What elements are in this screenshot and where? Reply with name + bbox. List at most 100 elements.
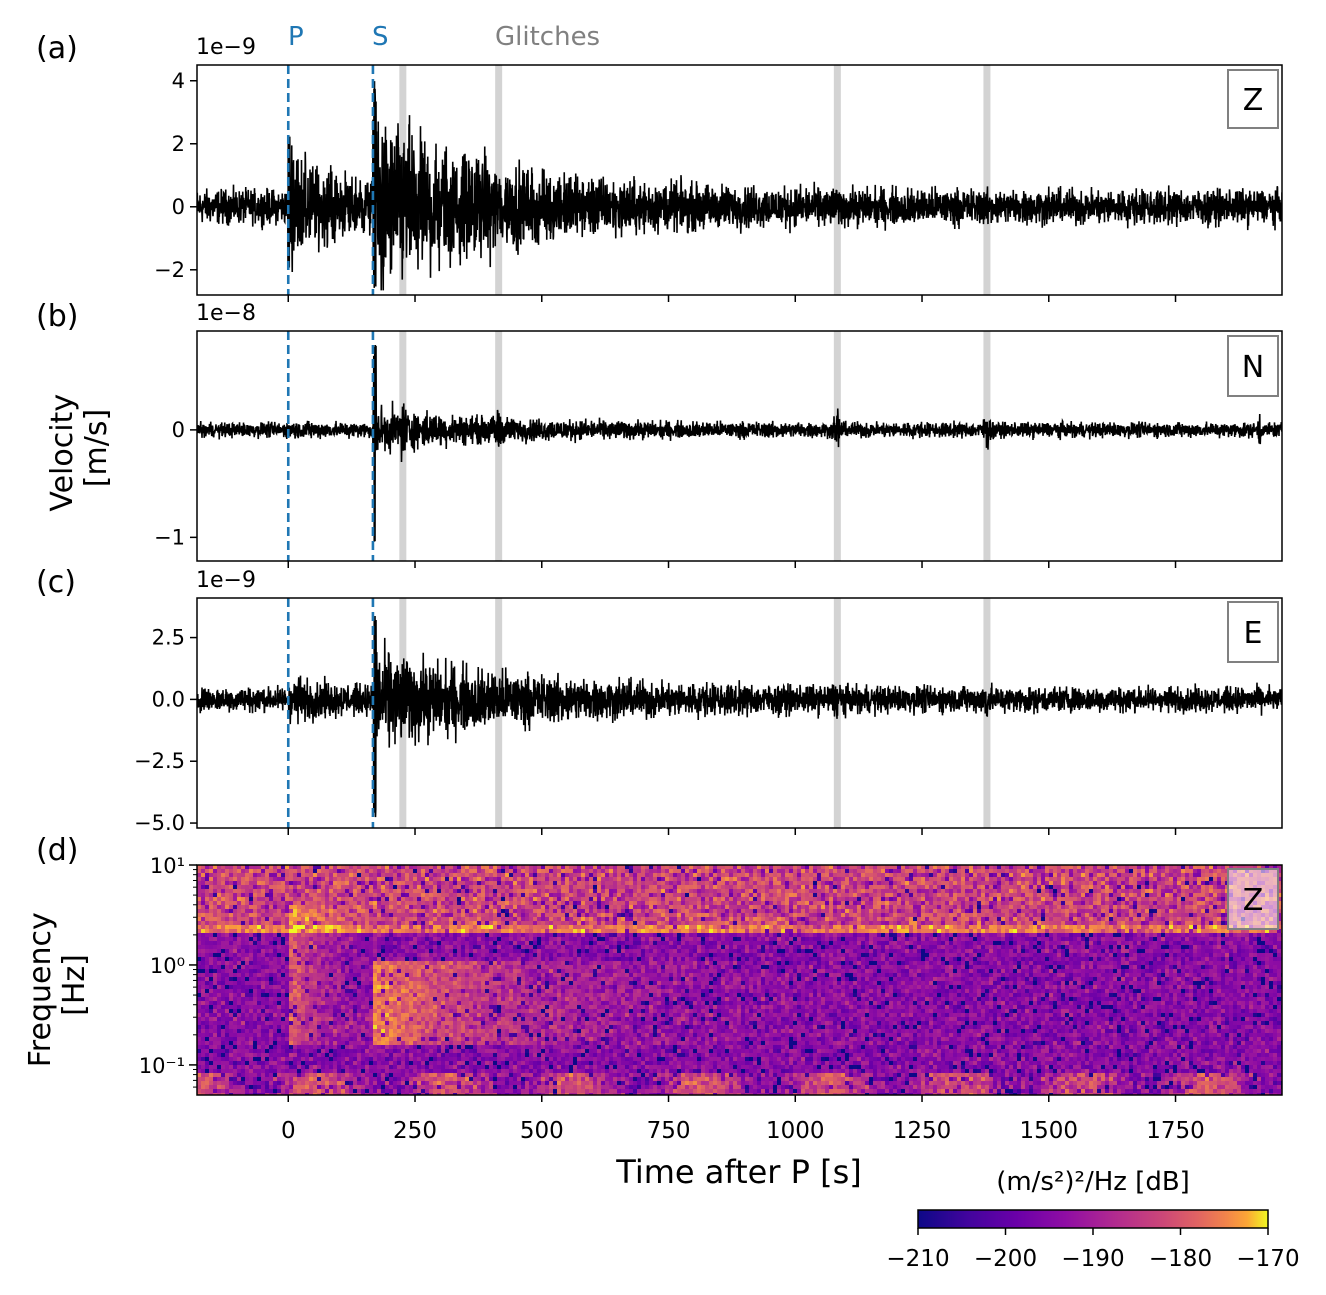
spectrogram-cell xyxy=(829,901,834,906)
spectrogram-cell xyxy=(261,909,266,914)
spectrogram-cell xyxy=(461,909,466,914)
spectrogram-cell xyxy=(969,873,974,878)
spectrogram-cell xyxy=(785,897,790,902)
spectrogram-cell xyxy=(789,905,794,910)
spectrogram-cell xyxy=(545,913,550,918)
spectrogram-cell xyxy=(929,877,934,882)
spectrogram-cell xyxy=(209,893,214,898)
spectrogram-cell xyxy=(1057,889,1062,894)
spectrogram-cell xyxy=(973,873,978,878)
spectrogram-cell xyxy=(845,909,850,914)
spectrogram-cell xyxy=(405,893,410,898)
spectrogram-cell xyxy=(253,881,258,886)
spectrogram-cell xyxy=(321,881,326,886)
spectrogram-cell xyxy=(473,885,478,890)
spectrogram-cell xyxy=(1017,873,1022,878)
spectrogram-cell xyxy=(901,901,906,906)
spectrogram-cell xyxy=(953,909,958,914)
spectrogram-cell xyxy=(245,889,250,894)
spectrogram-cell xyxy=(685,905,690,910)
spectrogram-cell xyxy=(1217,873,1222,878)
spectrogram-cell xyxy=(453,897,458,902)
spectrogram-cell xyxy=(1101,873,1106,878)
spectrogram-cell xyxy=(417,893,422,898)
spectrogram-cell xyxy=(861,877,866,882)
spectrogram-cell xyxy=(229,901,234,906)
spectrogram-cell xyxy=(733,885,738,890)
spectrogram-cell xyxy=(613,905,618,910)
spectrogram-cell xyxy=(1161,909,1166,914)
spectrogram-cell xyxy=(1097,873,1102,878)
spectrogram-cell xyxy=(445,881,450,886)
spectrogram-cell xyxy=(581,897,586,902)
spectrogram-cell xyxy=(1089,893,1094,898)
spectrogram-cell xyxy=(1125,885,1130,890)
spectrogram-cell xyxy=(1017,897,1022,902)
spectrogram-cell xyxy=(1049,885,1054,890)
spectrogram-cell xyxy=(561,897,566,902)
spectrogram-cell xyxy=(621,881,626,886)
spectrogram-cell xyxy=(885,869,890,874)
spectrogram-cell xyxy=(1221,873,1226,878)
spectrogram-cell xyxy=(509,869,514,874)
spectrogram-cell xyxy=(869,873,874,878)
spectrogram-cell xyxy=(589,877,594,882)
spectrogram-cell xyxy=(437,897,442,902)
spectrogram-cell xyxy=(377,897,382,902)
spectrogram-cell xyxy=(1133,897,1138,902)
spectrogram-cell xyxy=(457,869,462,874)
spectrogram-cell xyxy=(337,869,342,874)
spectrogram-cell xyxy=(561,905,566,910)
spectrogram-cell xyxy=(321,901,326,906)
spectrogram-cell xyxy=(893,905,898,910)
spectrogram-cell xyxy=(849,909,854,914)
spectrogram-cell xyxy=(665,869,670,874)
spectrogram-cell xyxy=(457,873,462,878)
spectrogram-cell xyxy=(445,901,450,906)
spectrogram-cell xyxy=(621,893,626,898)
spectrogram-cell xyxy=(521,869,526,874)
spectrogram-cell xyxy=(677,873,682,878)
spectrogram-cell xyxy=(1117,869,1122,874)
panel-b-glitches xyxy=(399,331,990,561)
spectrogram-cell xyxy=(201,893,206,898)
spectrogram-cell xyxy=(997,869,1002,874)
spectrogram-cell xyxy=(737,909,742,914)
spectrogram-cell xyxy=(229,913,234,918)
spectrogram-cell xyxy=(929,909,934,914)
spectrogram-cell xyxy=(369,885,374,890)
spectrogram-cell xyxy=(645,881,650,886)
spectrogram-cell xyxy=(741,905,746,910)
spectrogram-cell xyxy=(201,901,206,906)
spectrogram-cell xyxy=(345,889,350,894)
spectrogram-cell xyxy=(233,905,238,910)
spectrogram-cell xyxy=(353,897,358,902)
spectrogram-cell xyxy=(1097,869,1102,874)
spectrogram-cell xyxy=(833,905,838,910)
spectrogram-cell xyxy=(817,909,822,914)
spectrogram-cell xyxy=(1037,873,1042,878)
spectrogram-cell xyxy=(897,905,902,910)
spectrogram-cell xyxy=(589,905,594,910)
spectrogram-cell xyxy=(865,901,870,906)
spectrogram-cell xyxy=(493,897,498,902)
spectrogram-cell xyxy=(749,873,754,878)
spectrogram-cell xyxy=(541,881,546,886)
spectrogram-cell xyxy=(225,905,230,910)
spectrogram-cell xyxy=(621,913,626,918)
spectrogram-cell xyxy=(373,913,378,918)
spectrogram-cell xyxy=(593,873,598,878)
spectrogram-cell xyxy=(1185,869,1190,874)
spectrogram-cell xyxy=(285,877,290,882)
spectrogram-cell xyxy=(729,905,734,910)
spectrogram-cell xyxy=(893,889,898,894)
spectrogram-cell xyxy=(341,885,346,890)
spectrogram-cell xyxy=(229,905,234,910)
spectrogram-cell xyxy=(1089,869,1094,874)
spectrogram-cell xyxy=(665,877,670,882)
spectrogram-cell xyxy=(785,889,790,894)
spectrogram-cell xyxy=(1197,897,1202,902)
spectrogram-cell xyxy=(1193,893,1198,898)
spectrogram-cell xyxy=(997,897,1002,902)
spectrogram-cell xyxy=(237,869,242,874)
